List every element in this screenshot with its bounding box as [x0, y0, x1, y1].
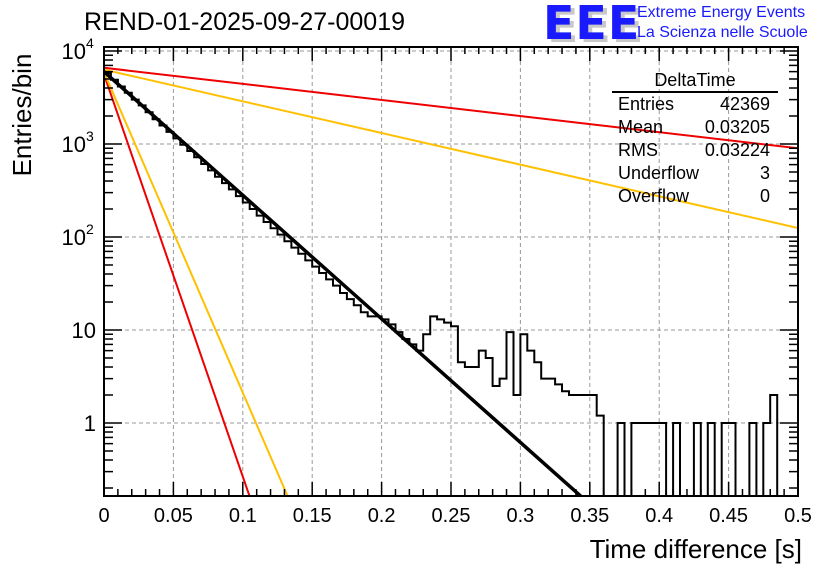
stats-row-overflow: Overflow 0: [612, 185, 778, 208]
stats-label: Overflow: [618, 186, 690, 206]
chart-title: REND-01-2025-09-27-00019: [84, 8, 406, 36]
x-tick-label: 0.25: [432, 505, 471, 527]
stats-title: DeltaTime: [612, 70, 778, 93]
curve-red-slow: [104, 66, 798, 150]
y-tick-exponent: 2: [86, 221, 94, 237]
x-tick-label: 0.5: [784, 505, 812, 527]
x-tick-label: 0.2: [368, 505, 396, 527]
axis-ticks: [103, 47, 799, 496]
stats-label: Mean: [618, 117, 664, 137]
histogram: [104, 70, 779, 496]
eee-logo: EEE Extreme Energy Events La Scienza nel…: [543, 0, 833, 50]
stats-value: 0.03224: [704, 140, 770, 160]
stats-row-underflow: Underflow 3: [612, 162, 778, 185]
y-tick-label: 10: [62, 39, 86, 64]
stats-row-mean: Mean 0.03205: [612, 116, 778, 139]
y-tick-label: 10: [62, 132, 86, 157]
y-tick-label: 1: [84, 411, 96, 436]
stats-box: DeltaTime Entries 42369 Mean 0.03205 RMS 0.…: [612, 70, 778, 208]
logo-mark: EEE: [543, 0, 641, 50]
x-tick-label: 0.35: [570, 505, 609, 527]
stats-label: RMS: [618, 140, 658, 160]
logo-line-1: Extreme Energy Events: [637, 4, 806, 21]
stats-value: 42369: [719, 94, 770, 114]
y-tick-label: 10: [72, 318, 96, 343]
stats-label: Underflow: [618, 163, 700, 183]
stats-value: 0: [759, 186, 770, 206]
histogram-step: [104, 72, 779, 496]
x-axis-label: Time difference [s]: [589, 534, 802, 564]
curve-yellow-slow: [104, 68, 798, 229]
logo-line-2: La Scienza nelle Scuole: [637, 24, 808, 41]
y-tick-exponent: 4: [86, 35, 94, 51]
stats-value: 0.03205: [704, 117, 770, 137]
stats-row-entries: Entries 42369: [612, 93, 778, 116]
x-tick-label: 0.45: [709, 505, 748, 527]
x-tick-label: 0.1: [229, 505, 257, 527]
x-tick-label: 0.05: [154, 505, 193, 527]
stats-row-rms: RMS 0.03224: [612, 139, 778, 162]
x-tick-label: 0: [98, 505, 109, 527]
stats-value: 3: [759, 163, 770, 183]
x-tick-label: 0.15: [293, 505, 332, 527]
x-tick-label: 0.3: [506, 505, 534, 527]
stats-label: Entries: [618, 94, 675, 114]
x-tick-label: 0.4: [645, 505, 673, 527]
y-axis-label: Entries/bin: [7, 53, 37, 177]
tick-labels: 0 0.05 0.1 0.15 0.2 0.25 0.3 0.35 0.4 0.45 0.510 41…: [62, 35, 812, 527]
curves: [104, 66, 798, 496]
y-tick-exponent: 3: [86, 128, 94, 144]
curve-red-fast: [104, 74, 251, 496]
fit-line: [104, 70, 584, 496]
y-tick-label: 10: [62, 225, 86, 250]
curve-yellow-fast: [104, 71, 289, 496]
